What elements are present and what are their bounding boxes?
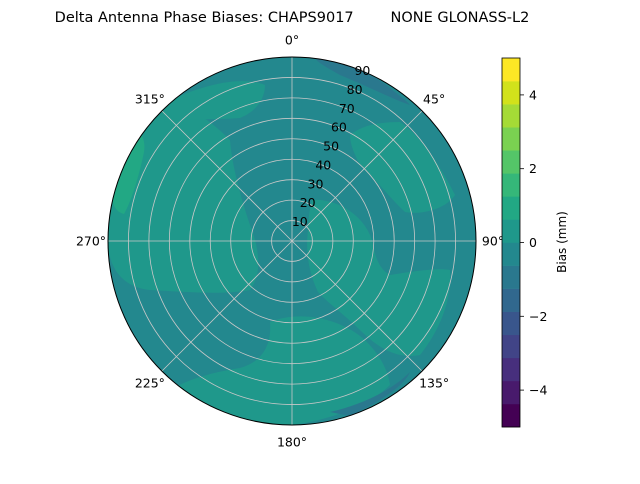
colorbar-band <box>502 334 520 359</box>
radial-tick-label: 10 <box>292 214 308 229</box>
colorbar-band <box>502 173 520 197</box>
contour-region-west <box>108 106 259 293</box>
colorbar-band <box>502 127 520 151</box>
colorbar-tick-label: −4 <box>529 383 547 398</box>
colorbar-band <box>502 265 520 289</box>
contour-region-northeast-rim <box>315 58 410 105</box>
angle-grid-line <box>291 240 423 372</box>
radial-tick-label: 20 <box>300 195 316 210</box>
chart-title: Delta Antenna Phase Biases: CHAPS9017 NO… <box>55 10 530 26</box>
polar-frame <box>107 56 477 426</box>
radial-tick-label: 90 <box>354 63 370 78</box>
colorbar-band <box>502 403 520 428</box>
radial-tick-label: 40 <box>315 157 331 172</box>
radial-tick-label: 60 <box>331 120 347 135</box>
colorbar-band <box>502 196 520 220</box>
colorbar-band <box>502 81 520 105</box>
angle-grid <box>108 57 476 425</box>
angle-tick-label: 270° <box>76 234 106 249</box>
angle-grid-line <box>291 110 423 242</box>
contour-region-northeast <box>350 122 455 213</box>
colorbar-tick-label: 2 <box>529 161 537 176</box>
contour-regions <box>108 58 455 425</box>
colorbar-band <box>502 288 520 312</box>
colorbar-band <box>502 104 520 128</box>
colorbar-label: Bias (mm) <box>555 211 569 273</box>
contour-region-southeast <box>307 199 451 356</box>
angle-tick-label: 0° <box>285 33 299 48</box>
colorbar-band <box>502 219 520 243</box>
angle-grid-line <box>161 240 293 372</box>
angle-tick-label: 135° <box>419 376 449 391</box>
colorbar-band <box>502 58 520 82</box>
radial-tick-label: 80 <box>347 82 363 97</box>
colorbar-band <box>502 357 520 382</box>
colorbar: −4 −2 0 2 4 Bias (mm) <box>501 57 569 428</box>
radial-tick-label: 50 <box>323 139 339 154</box>
colorbar-band <box>502 150 520 174</box>
colorbar-ticks: −4 −2 0 2 4 <box>520 87 547 398</box>
angle-tick-label: 45° <box>423 91 445 106</box>
angle-tick-label: 90° <box>482 234 504 249</box>
angle-tick-label: 315° <box>135 91 165 106</box>
colorbar-tick-label: −2 <box>529 309 547 324</box>
angle-tick-label: 180° <box>277 435 307 450</box>
angle-grid-line <box>161 110 293 242</box>
colorbar-band <box>502 311 520 336</box>
radial-tick-label: 70 <box>339 101 355 116</box>
colorbar-bands <box>502 58 520 428</box>
contour-region-southeast-rim <box>330 372 410 416</box>
angle-tick-labels: 0° 45° 90° 135° 180° 225° 270° 315° <box>76 33 504 450</box>
colorbar-band <box>502 242 520 266</box>
colorbar-band <box>502 380 520 405</box>
polar-plot-area: 10 20 30 40 50 60 70 80 90 0° 45° 90° 135° 180° 225° 2… <box>76 33 504 450</box>
radial-tick-labels: 10 20 30 40 50 60 70 80 90 <box>292 63 371 229</box>
contour-region-northwest-rim <box>112 131 145 214</box>
contour-region-south <box>170 316 390 425</box>
radial-tick-label: 30 <box>308 176 324 191</box>
colorbar-tick-label: 0 <box>529 235 537 250</box>
contour-region-northwest <box>160 81 265 122</box>
angle-tick-label: 225° <box>135 376 165 391</box>
colorbar-tick-label: 4 <box>529 87 537 102</box>
